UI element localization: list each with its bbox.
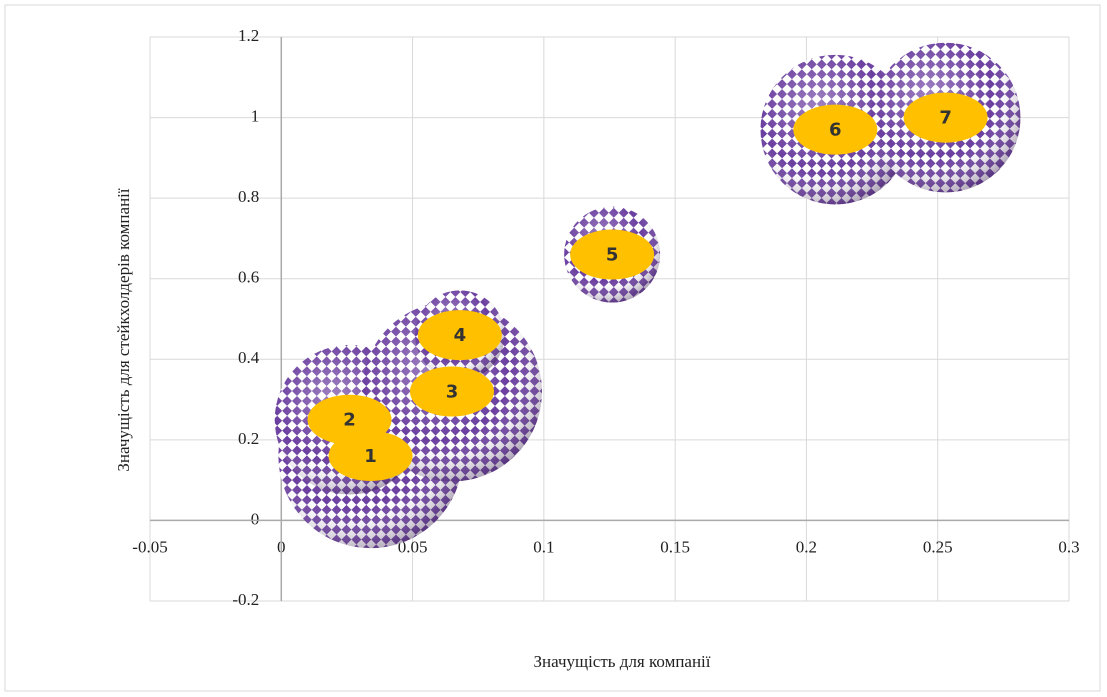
data-label: 6: [829, 120, 842, 141]
x-axis-title: Значущість для компанії: [533, 652, 710, 671]
y-tick-label: 0.2: [238, 429, 259, 448]
data-label: 1: [364, 446, 377, 467]
y-tick-label: 0.8: [238, 187, 259, 206]
data-label: 7: [939, 108, 952, 129]
x-tick-label: 0.2: [796, 537, 817, 556]
y-tick-label: 0.6: [238, 268, 259, 287]
y-tick-label: 0: [251, 509, 260, 528]
chart: Значущість для компанії Значущість для с…: [0, 0, 1107, 697]
data-label: 2: [343, 410, 356, 431]
x-tick-label: 0.25: [923, 537, 953, 556]
data-label: 5: [606, 245, 619, 266]
data-label: 4: [454, 325, 467, 346]
x-tick-label: 0.1: [533, 537, 554, 556]
y-tick-label: 1.2: [238, 26, 259, 45]
x-tick-label: 0.3: [1058, 537, 1079, 556]
y-tick-label: 0.4: [238, 348, 260, 367]
x-tick-label: -0.05: [132, 537, 167, 556]
y-axis-title: Значущість для стейкхолдерів компанії: [114, 188, 133, 471]
y-tick-label: 1: [251, 106, 260, 125]
x-tick-label: 0.15: [660, 537, 690, 556]
data-label: 3: [446, 382, 459, 403]
y-tick-label: -0.2: [232, 590, 259, 609]
